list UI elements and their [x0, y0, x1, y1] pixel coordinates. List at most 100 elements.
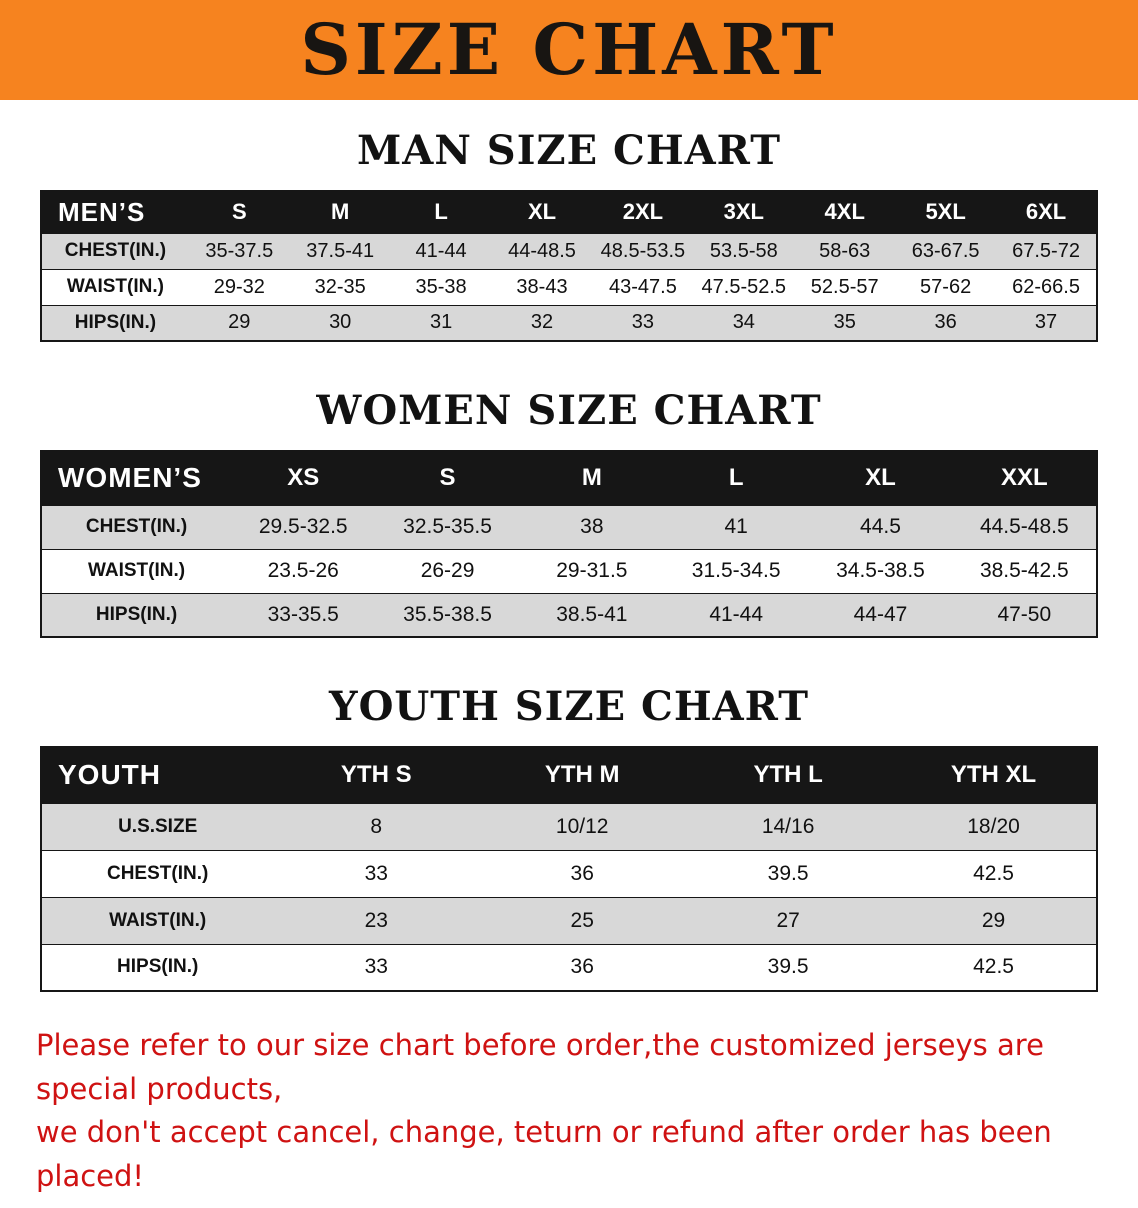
- youth-table-wrap: YOUTH YTH S YTH M YTH L YTH XL U.S.SIZE 8 10/12…: [0, 746, 1138, 992]
- measurement-value: 43-47.5: [608, 275, 677, 298]
- size-column-header: 6XL: [996, 191, 1097, 233]
- measurement-value: 41-44: [415, 239, 467, 262]
- measurement-value: 38.5-42.5: [979, 559, 1069, 582]
- measurement-value: 38-43: [516, 275, 568, 298]
- footer-note-line1: Please refer to our size chart before or…: [36, 1028, 1044, 1106]
- section-youth: YOUTH SIZE CHART YOUTH YTH S YTH M YTH L YTH…: [0, 686, 1138, 992]
- youth-size-table: YOUTH YTH S YTH M YTH L YTH XL U.S.SIZE 8 10/12…: [40, 746, 1098, 992]
- size-column-header: S: [188, 191, 290, 233]
- measurement-value: 34.5-38.5: [836, 559, 925, 582]
- measurement-value: 63-67.5: [911, 239, 980, 262]
- size-column-header: XS: [231, 451, 376, 505]
- measurement-value: 29.5-32.5: [258, 515, 348, 538]
- measurement-value: 52.5-57: [810, 275, 879, 298]
- measurement-value: 62-66.5: [1012, 275, 1080, 298]
- banner: SIZE CHART: [0, 0, 1138, 100]
- table-title-cell: WOMEN’S: [41, 451, 232, 505]
- measurement-value: 26-29: [420, 559, 475, 582]
- section-men: MAN SIZE CHART MEN’S S M L XL 2XL 3XL 4XL 5XL 6XL…: [0, 130, 1138, 342]
- measurement-label: CHEST(IN.): [85, 516, 188, 537]
- measurement-value: 35: [833, 311, 856, 334]
- size-column-header: XXL: [952, 451, 1097, 505]
- measurement-row: HIPS(IN.) 33-35.5 35.5-38.5 38.5-41 41-44 44-…: [41, 593, 1097, 637]
- measurement-row: CHEST(IN.) 33 36 39.5 42.5: [41, 850, 1097, 897]
- measurement-value: 32: [530, 311, 554, 334]
- header-row: WOMEN’S XS S M L XL XXL: [41, 451, 1097, 505]
- measurement-value: 39.5: [767, 955, 809, 979]
- measurement-value: 35.5-38.5: [403, 602, 492, 626]
- size-column-header: M: [289, 191, 391, 233]
- measurement-row: CHEST(IN.) 29.5-32.5 32.5-35.5 38 41 44.5 44.5…: [41, 505, 1097, 549]
- measurement-value: 39.5: [767, 861, 809, 885]
- measurement-value: 44-48.5: [508, 239, 576, 262]
- measurement-value: 36: [934, 311, 957, 334]
- women-size-table: WOMEN’S XS S M L XL XXL CHEST(IN.) 29.5-32.5 32.5…: [40, 450, 1098, 638]
- measurement-label: CHEST(IN.): [106, 862, 209, 884]
- measurement-label: U.S.SIZE: [118, 815, 198, 837]
- measurement-label: WAIST(IN.): [87, 560, 186, 581]
- measurement-value: 32-35: [314, 275, 366, 298]
- measurement-value: 34: [732, 311, 755, 334]
- measurement-value: 25: [570, 908, 594, 932]
- measurement-value: 44.5: [860, 515, 901, 538]
- measurement-label: HIPS(IN.): [95, 603, 178, 625]
- measurement-value: 27: [776, 908, 800, 932]
- measurement-value: 29-31.5: [556, 559, 628, 582]
- measurement-value: 18/20: [967, 814, 1020, 838]
- measurement-value: 67.5-72: [1012, 239, 1080, 262]
- measurement-value: 23.5-26: [267, 559, 339, 582]
- measurement-value: 44.5-48.5: [979, 515, 1069, 538]
- header-row: YOUTH YTH S YTH M YTH L YTH XL: [41, 747, 1097, 803]
- measurement-value: 42.5: [973, 861, 1014, 885]
- footer-note: Please refer to our size chart before or…: [0, 1024, 1138, 1198]
- measurement-row: HIPS(IN.) 33 36 39.5 42.5: [41, 944, 1097, 991]
- measurement-value: 8: [370, 814, 383, 838]
- size-column-header: XL: [491, 191, 593, 233]
- size-column-header: L: [664, 451, 809, 505]
- size-column-header: YTH S: [273, 747, 480, 803]
- size-column-header: L: [390, 191, 492, 233]
- men-size-table: MEN’S S M L XL 2XL 3XL 4XL 5XL 6XL CHEST(IN.) 35-37…: [40, 190, 1098, 342]
- measurement-row: WAIST(IN.) 23 25 27 29: [41, 897, 1097, 944]
- measurement-label: HIPS(IN.): [117, 956, 199, 978]
- measurement-value: 35-37.5: [205, 239, 274, 262]
- table-title-cell: YOUTH: [41, 747, 274, 803]
- measurement-label: WAIST(IN.): [66, 276, 164, 297]
- men-section-heading: MAN SIZE CHART: [357, 127, 781, 174]
- measurement-value: 33: [631, 311, 655, 334]
- measurement-value: 57-62: [920, 275, 972, 298]
- youth-section-heading: YOUTH SIZE CHART: [329, 683, 809, 730]
- size-column-header: YTH XL: [891, 747, 1097, 803]
- footer-note-line2: we don't accept cancel, change, teturn o…: [36, 1115, 1052, 1193]
- measurement-value: 10/12: [555, 814, 609, 838]
- measurement-row: WAIST(IN.) 29-32 32-35 35-38 38-43 43-47.5 47.…: [41, 269, 1097, 305]
- measurement-value: 38: [580, 515, 604, 538]
- measurement-value: 33-35.5: [267, 602, 339, 626]
- measurement-row: HIPS(IN.) 29 30 31 32 33 34 35 36 37: [41, 305, 1097, 341]
- measurement-value: 31.5-34.5: [691, 559, 781, 582]
- size-column-header: 3XL: [693, 191, 795, 233]
- measurement-value: 30: [329, 311, 352, 334]
- header-row: MEN’S S M L XL 2XL 3XL 4XL 5XL 6XL: [41, 191, 1097, 233]
- measurement-value: 31: [429, 311, 453, 334]
- measurement-value: 36: [570, 955, 594, 979]
- measurement-value: 53.5-58: [709, 239, 778, 262]
- size-column-header: 5XL: [895, 191, 997, 233]
- measurement-label: CHEST(IN.): [64, 240, 167, 261]
- measurement-value: 14/16: [761, 814, 815, 838]
- measurement-value: 38.5-41: [556, 602, 628, 626]
- measurement-row: CHEST(IN.) 35-37.5 37.5-41 41-44 44-48.5 48.5…: [41, 233, 1097, 269]
- measurement-value: 47-50: [997, 602, 1052, 626]
- measurement-value: 33: [364, 861, 388, 885]
- table-title-cell: MEN’S: [41, 191, 189, 233]
- women-section-heading: WOMEN SIZE CHART: [316, 387, 822, 434]
- measurement-value: 37: [1034, 311, 1058, 334]
- size-column-header: M: [519, 451, 665, 505]
- measurement-value: 41: [724, 515, 748, 538]
- size-column-header: 2XL: [592, 191, 694, 233]
- measurement-value: 37.5-41: [306, 239, 375, 262]
- measurement-value: 36: [570, 861, 594, 885]
- measurement-value: 32.5-35.5: [403, 515, 492, 538]
- women-table-wrap: WOMEN’S XS S M L XL XXL CHEST(IN.) 29.5-32.5 32.5…: [0, 450, 1138, 638]
